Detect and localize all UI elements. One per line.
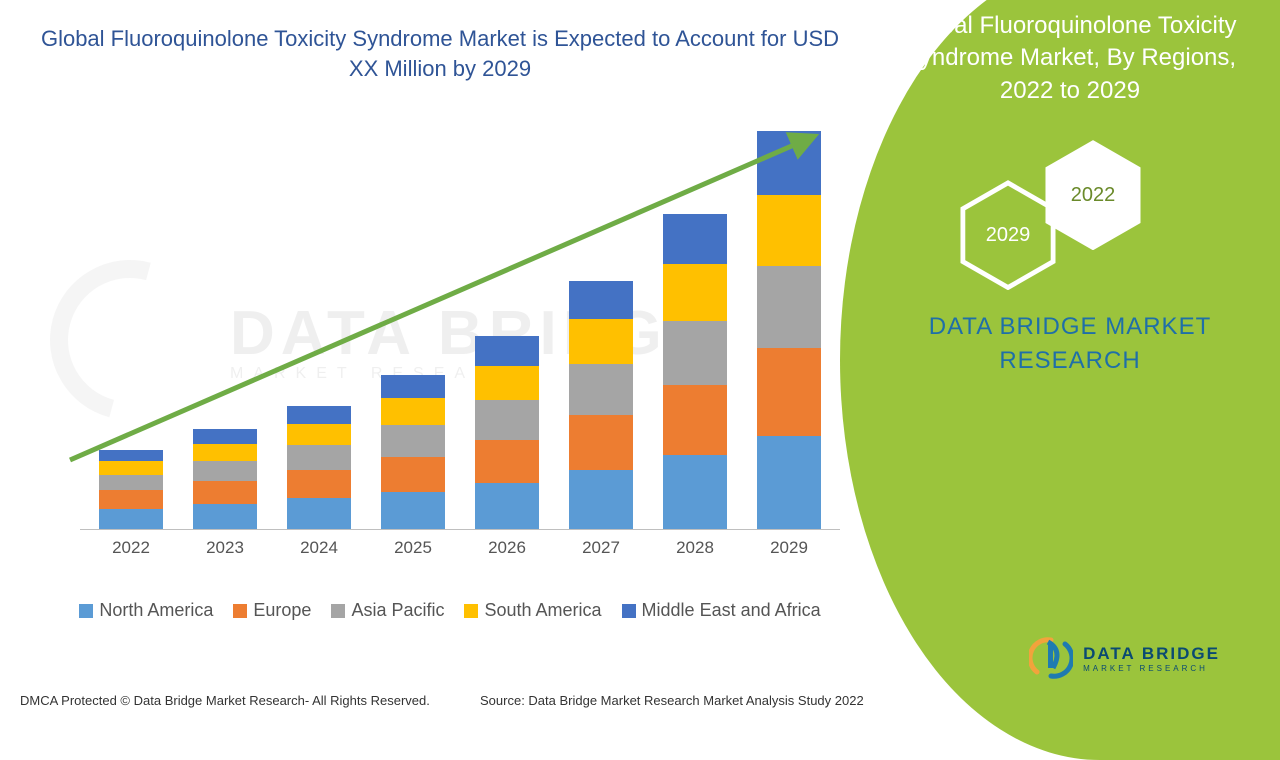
segment <box>757 266 821 348</box>
legend-swatch <box>622 604 636 618</box>
legend-label: Middle East and Africa <box>642 600 821 621</box>
segment <box>381 457 445 492</box>
segment <box>757 131 821 194</box>
segment <box>99 509 163 529</box>
side-title: Global Fluoroquinolone Toxicity Syndrome… <box>880 10 1260 107</box>
x-axis-label: 2029 <box>757 538 821 558</box>
legend-item: North America <box>79 600 213 621</box>
segment <box>569 415 633 471</box>
x-axis-label: 2024 <box>287 538 351 558</box>
segment <box>381 425 445 457</box>
bar-2028 <box>663 214 727 529</box>
segment <box>663 385 727 455</box>
bar-2027 <box>569 281 633 529</box>
legend-item: South America <box>464 600 601 621</box>
bar-2023 <box>193 429 257 529</box>
segment <box>757 348 821 436</box>
segment <box>287 498 351 529</box>
footer-source: Source: Data Bridge Market Research Mark… <box>480 693 864 708</box>
chart-legend: North America Europe Asia Pacific South Ame… <box>40 600 860 621</box>
brand-text: DATA BRIDGE MARKET RESEARCH <box>890 310 1250 377</box>
main-chart-area: DATA BRIDGE MARKET RESEARCH Global Fluor… <box>0 0 880 720</box>
legend-label: Asia Pacific <box>351 600 444 621</box>
segment <box>193 504 257 529</box>
segment <box>569 281 633 320</box>
legend-label: South America <box>484 600 601 621</box>
segment <box>99 490 163 508</box>
legend-item: Middle East and Africa <box>622 600 821 621</box>
segment <box>569 364 633 415</box>
hex-2029-label: 2029 <box>986 224 1031 247</box>
legend-label: North America <box>99 600 213 621</box>
segment <box>99 475 163 491</box>
legend-item: Europe <box>233 600 311 621</box>
segment <box>193 429 257 444</box>
x-axis-label: 2028 <box>663 538 727 558</box>
segment <box>193 444 257 461</box>
segment <box>475 440 539 483</box>
segment <box>99 450 163 461</box>
segment <box>287 406 351 424</box>
segment <box>287 470 351 498</box>
hex-2022: 2022 <box>1045 140 1141 250</box>
company-logo-main: DATA BRIDGE <box>1083 644 1220 664</box>
segment <box>757 436 821 529</box>
segment <box>569 319 633 363</box>
segment <box>663 214 727 264</box>
segment <box>663 455 727 529</box>
bar-2024 <box>287 406 351 529</box>
side-panel: Global Fluoroquinolone Toxicity Syndrome… <box>860 0 1280 720</box>
segment <box>475 483 539 529</box>
legend-swatch <box>79 604 93 618</box>
segment <box>569 470 633 529</box>
segment <box>381 492 445 529</box>
legend-swatch <box>233 604 247 618</box>
x-axis-label: 2023 <box>193 538 257 558</box>
chart-container: 2022 2023 2024 2025 2026 2027 2028 2029 <box>80 120 840 560</box>
segment <box>475 336 539 365</box>
plot-area <box>80 120 840 530</box>
segment <box>475 400 539 440</box>
segment <box>287 424 351 446</box>
segment <box>193 481 257 504</box>
segment <box>193 461 257 481</box>
bar-2022 <box>99 450 163 529</box>
year-hexagons: 2029 2022 <box>940 140 1220 290</box>
x-axis-label: 2022 <box>99 538 163 558</box>
segment <box>99 461 163 475</box>
x-axis-label: 2026 <box>475 538 539 558</box>
legend-swatch <box>464 604 478 618</box>
legend-swatch <box>331 604 345 618</box>
bar-2029 <box>757 131 821 529</box>
chart-title: Global Fluoroquinolone Toxicity Syndrome… <box>40 24 840 83</box>
hex-2022-label: 2022 <box>1071 184 1116 207</box>
footer-copyright: DMCA Protected © Data Bridge Market Rese… <box>20 693 430 708</box>
company-logo-icon <box>1029 636 1073 680</box>
company-logo-sub: MARKET RESEARCH <box>1083 664 1220 673</box>
x-axis-label: 2027 <box>569 538 633 558</box>
x-axis-label: 2025 <box>381 538 445 558</box>
segment <box>287 445 351 470</box>
legend-label: Europe <box>253 600 311 621</box>
segment <box>475 366 539 400</box>
segment <box>381 375 445 398</box>
bar-2025 <box>381 375 445 529</box>
bar-2026 <box>475 336 539 529</box>
segment <box>663 264 727 321</box>
legend-item: Asia Pacific <box>331 600 444 621</box>
segment <box>663 321 727 386</box>
company-logo: DATA BRIDGE MARKET RESEARCH <box>1029 636 1220 680</box>
segment <box>757 195 821 266</box>
hex-2029: 2029 <box>960 180 1056 290</box>
segment <box>381 398 445 425</box>
